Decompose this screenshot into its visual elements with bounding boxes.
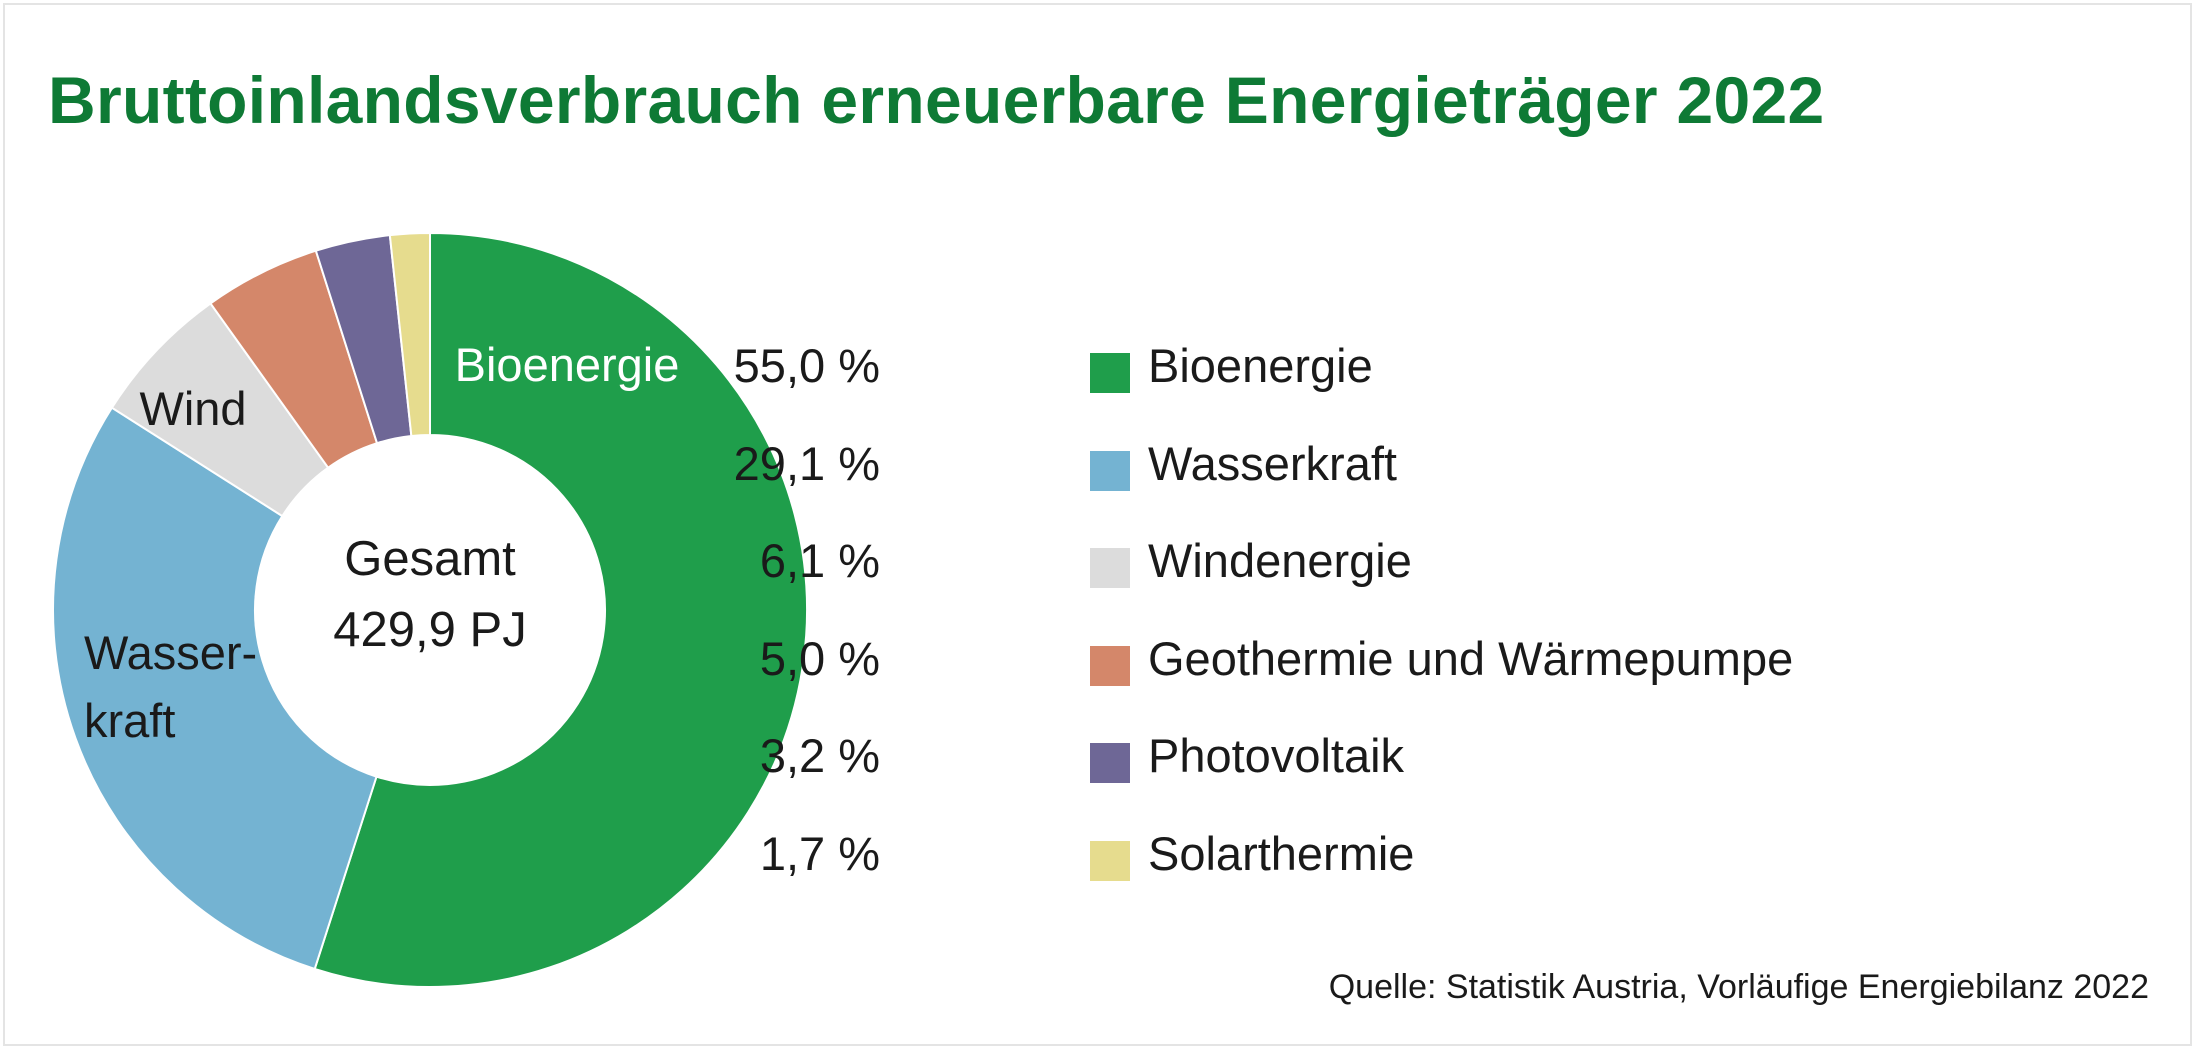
legend-label: Geothermie und Wärmepumpe (1148, 631, 1794, 685)
legend-percent: 6,1 % (759, 534, 880, 587)
legend-swatch (1090, 840, 1130, 881)
donut-slice-bioenergie (313, 231, 808, 988)
legend-swatch (1090, 645, 1130, 686)
legend-label: Solarthermie (1148, 826, 1415, 880)
legend-percent: 1,7 % (759, 826, 880, 880)
legend-label: Bioenergie (1148, 339, 1373, 392)
donut-slices (52, 231, 808, 988)
legend-percent: 29,1 % (733, 436, 880, 490)
legend-percent: 55,0 % (733, 339, 880, 392)
legend-swatch (1090, 548, 1130, 588)
slice-label-bioenergie: Bioenergie (455, 338, 680, 391)
legend-swatch (1090, 353, 1130, 393)
center-label-gesamt: Gesamt (344, 532, 516, 586)
slice-label-wind: Wind (139, 382, 246, 435)
legend-swatch (1090, 450, 1130, 491)
slice-label-wasser-line1: Wasser- (84, 626, 257, 679)
donut-slice-solarthermie (388, 231, 431, 438)
legend-percent: 5,0 % (759, 631, 880, 685)
legend-percent: 3,2 % (759, 729, 880, 782)
slice-label-wasser-line2: kraft (84, 694, 175, 747)
chart-title: Bruttoinlandsverbrauch erneuerbare Energ… (48, 63, 1825, 137)
legend-label: Windenergie (1148, 534, 1412, 587)
legend-swatch (1090, 743, 1130, 783)
legend-label: Wasserkraft (1148, 436, 1397, 490)
source-note: Quelle: Statistik Austria, Vorläufige En… (1328, 968, 2149, 1006)
donut-slice-wasserkraft (52, 406, 378, 971)
center-label-total: 429,9 PJ (333, 603, 526, 657)
legend-label: Photovoltaik (1148, 729, 1405, 782)
